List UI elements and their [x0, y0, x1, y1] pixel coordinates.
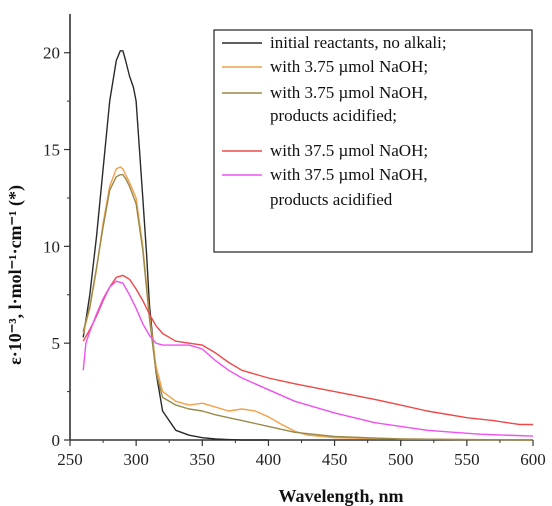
y-tick-label: 0 [52, 431, 61, 450]
y-tick-label: 5 [52, 334, 61, 353]
x-tick-label: 300 [123, 450, 149, 469]
x-tick-label: 450 [322, 450, 348, 469]
legend-entry: products acidified; [270, 106, 397, 125]
y-tick-label: 20 [43, 44, 60, 63]
legend-entry: products acidified [270, 190, 393, 209]
x-axis-title: Wavelength, nm [278, 486, 403, 506]
x-tick-label: 400 [256, 450, 282, 469]
legend-entry: with 37.5 µmol NaOH; [270, 141, 428, 160]
y-axis-ticks: 0 5 10 15 20 [43, 44, 70, 450]
legend-entry: with 3.75 µmol NaOH; [270, 57, 428, 76]
x-tick-label: 550 [454, 450, 480, 469]
series-line-5 [83, 281, 533, 436]
legend-entry: with 37.5 µmol NaOH, [270, 165, 428, 184]
x-tick-label: 600 [520, 450, 546, 469]
y-tick-label: 15 [43, 141, 60, 160]
legend: initial reactants, no alkali; with 3.75 µ… [214, 30, 532, 252]
legend-entry: initial reactants, no alkali; [270, 33, 447, 52]
x-tick-label: 500 [388, 450, 414, 469]
x-axis-ticks: 250 300 350 400 450 500 550 600 [57, 440, 546, 469]
series-line-4 [83, 275, 533, 424]
x-tick-label: 350 [190, 450, 216, 469]
y-tick-label: 10 [43, 237, 60, 256]
x-tick-label: 250 [57, 450, 83, 469]
legend-entry: with 3.75 µmol NaOH, [270, 83, 428, 102]
y-axis-title: ε·10⁻³, l·mol⁻¹·cm⁻¹ (*) [5, 185, 26, 365]
